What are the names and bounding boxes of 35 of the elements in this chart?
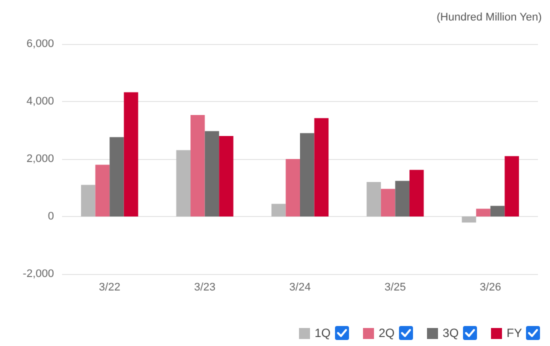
bar [504, 156, 519, 216]
x-tick-label: 3/24 [289, 282, 311, 294]
bar [110, 137, 124, 216]
bar [124, 92, 138, 216]
bar [190, 115, 205, 216]
legend-label: 1Q [314, 326, 331, 340]
bar [271, 204, 286, 216]
bar [314, 118, 329, 216]
legend-label: 2Q [378, 326, 395, 340]
bar [300, 133, 314, 216]
bar [286, 159, 300, 216]
y-tick-label: 0 [48, 210, 54, 222]
x-tick-label: 3/22 [98, 282, 120, 294]
bar [204, 131, 220, 216]
x-tick-label: 3/26 [480, 282, 502, 294]
bar [476, 208, 490, 216]
bar [490, 206, 505, 216]
y-tick-label: 4,000 [26, 96, 54, 108]
bar [95, 164, 110, 216]
bar [395, 180, 410, 216]
bar [409, 170, 424, 216]
bar [219, 136, 234, 216]
y-tick-label: 2,000 [26, 153, 54, 165]
bar [462, 216, 476, 223]
text: (Hundred Million Yen) [436, 12, 542, 24]
bar [176, 150, 191, 216]
legend-label: 3Q [442, 326, 459, 340]
bar [380, 188, 396, 216]
y-tick-label: -2,000 [22, 268, 54, 280]
bar [366, 182, 381, 216]
bar [81, 184, 96, 216]
x-tick-label: 3/25 [384, 282, 406, 294]
y-tick-label: 6,000 [26, 38, 54, 50]
x-tick-label: 3/23 [194, 282, 216, 294]
legend-label: FY [506, 326, 522, 340]
